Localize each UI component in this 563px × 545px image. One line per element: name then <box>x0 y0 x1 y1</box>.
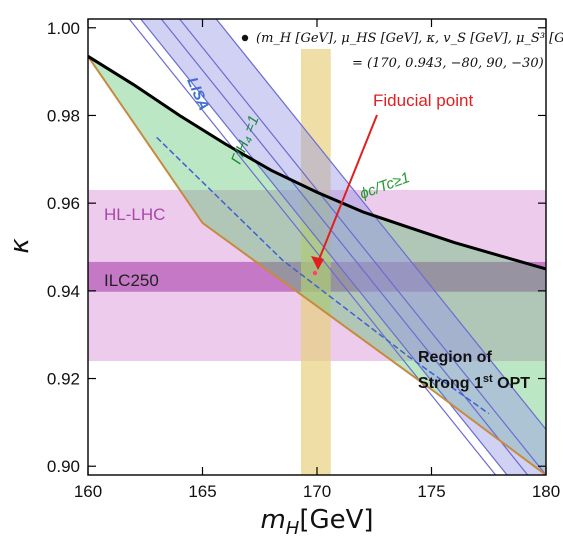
x-axis-title: mH[GeV] <box>260 505 373 539</box>
fiducial-point-marker <box>312 270 318 276</box>
x-tick-label: 160 <box>74 482 102 501</box>
y-tick-label: 1.00 <box>47 19 80 38</box>
gamma-curve <box>156 136 490 415</box>
y-tick-label: 0.94 <box>47 282 80 301</box>
lisa-line-0 <box>215 19 546 431</box>
lisa-band <box>140 19 546 475</box>
lisa-line-1 <box>160 19 529 475</box>
lower-boundary-line <box>88 55 546 475</box>
y-axis-title: κ <box>5 238 35 254</box>
fiducial-label: Fiducial point <box>373 91 473 110</box>
fiducial-arrowhead <box>311 256 324 270</box>
region-label: Region of Strong 1st OPT <box>418 349 530 392</box>
legend-line-1: (m_H [GeV], μ_HS [GeV], κ, v_S [GeV], μ_… <box>256 31 563 46</box>
y-tick-label: 0.90 <box>47 457 80 476</box>
x-tick-label: 175 <box>417 482 445 501</box>
x-tick-label: 180 <box>532 482 560 501</box>
y-tick-label: 0.96 <box>47 194 80 213</box>
y-tick-label: 0.98 <box>47 106 80 125</box>
ilc250-label: ILC250 <box>104 271 159 290</box>
upper-boundary-line <box>88 55 546 271</box>
hl-lhc-label: HL-LHC <box>104 205 165 224</box>
lisa-line-2 <box>179 19 546 475</box>
x-tick-label: 165 <box>188 482 216 501</box>
x-tick-label: 170 <box>303 482 331 501</box>
legend-marker <box>241 34 249 42</box>
lisa-line-4 <box>128 19 497 475</box>
legend-line-2: = (170, 0.943, −80, 90, −30) <box>352 56 544 71</box>
y-tick-label: 0.92 <box>47 370 80 389</box>
fiducial-arrow <box>317 114 378 263</box>
